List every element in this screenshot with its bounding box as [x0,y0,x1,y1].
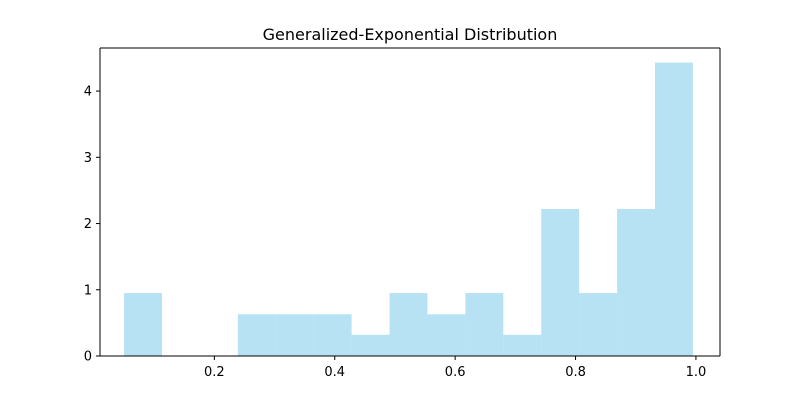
histogram-bar [389,293,428,356]
y-tick-label: 4 [84,85,92,100]
x-tick-label: 0.4 [324,365,345,380]
histogram-bar [351,334,390,356]
histogram-bar [237,314,276,356]
x-tick-label: 0.6 [445,365,466,380]
y-tick-label: 2 [84,217,92,232]
histogram-bar [124,293,162,356]
x-ticks-group: 0.2 0.4 0.6 0.8 1.0 [204,356,706,380]
histogram-bar [654,62,693,356]
chart-title: Generalized-Exponential Distribution [263,25,558,44]
y-tick-label: 0 [84,350,92,365]
x-tick-label: 0.2 [204,365,225,380]
x-tick-label: 0.8 [565,365,586,380]
histogram-bar [541,208,580,356]
histogram-bar [313,314,352,356]
x-tick-label: 1.0 [686,365,707,380]
bars-group [124,62,693,356]
y-tick-label: 1 [84,283,92,298]
histogram-bar [579,293,618,356]
y-ticks-group: 0 1 2 3 4 [84,85,100,365]
histogram-bar [465,293,504,356]
histogram-bar [427,314,466,356]
histogram-bar [275,314,314,356]
y-tick-label: 3 [84,151,92,166]
axes-group [99,47,721,357]
histogram-bar [503,334,542,356]
histogram-bar [617,208,655,356]
